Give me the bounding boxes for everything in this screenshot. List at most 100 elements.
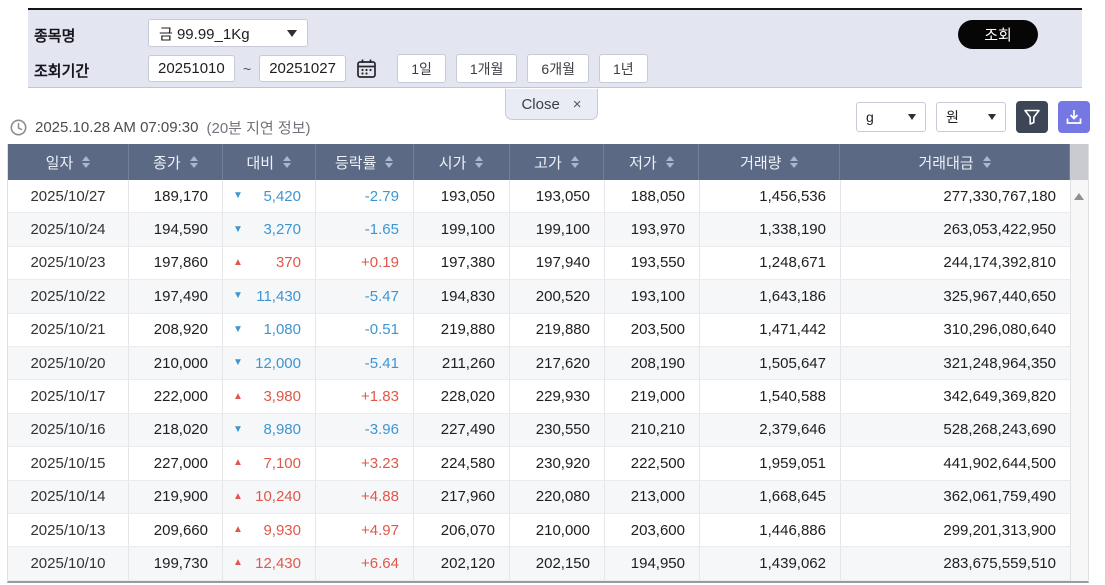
- date-to-input[interactable]: [259, 55, 347, 82]
- delay-note: (20분 지연 정보): [206, 120, 311, 137]
- down-arrow-icon: ▼: [233, 290, 243, 302]
- calendar-button[interactable]: [356, 58, 377, 79]
- cell-low: 222,500: [605, 447, 700, 480]
- currency-unit-value: 원: [946, 109, 959, 125]
- header-volume[interactable]: 거래량: [699, 144, 841, 180]
- table-row[interactable]: 2025/10/21 208,920 ▼ 1,080 -0.51 219,880 219,8…: [8, 313, 1088, 347]
- table-row[interactable]: 2025/10/27 189,170 ▼ 5,420 -2.79 193,050 193,0…: [8, 180, 1088, 214]
- cell-volume: 1,439,062: [700, 547, 841, 580]
- table-row[interactable]: 2025/10/23 197,860 ▲ 370 +0.19 197,380 197,940…: [8, 246, 1088, 281]
- sort-icon[interactable]: [385, 156, 394, 168]
- range-button-1year[interactable]: 1년: [598, 54, 648, 83]
- search-button[interactable]: 조회: [958, 20, 1038, 49]
- cell-low: 193,100: [605, 280, 700, 313]
- cell-close: 199,730: [129, 547, 223, 580]
- table-row[interactable]: 2025/10/14 219,900 ▲ 10,240 +4.88 217,960 220,…: [8, 480, 1088, 514]
- header-close[interactable]: 종가: [129, 144, 223, 180]
- chevron-down-icon: [988, 114, 996, 125]
- cell-value: 325,967,440,650: [841, 280, 1071, 313]
- vertical-scrollbar[interactable]: [1070, 180, 1088, 581]
- close-tab[interactable]: Close ×: [505, 89, 598, 120]
- up-arrow-icon: ▲: [233, 457, 243, 469]
- cell-rate: +3.23: [316, 447, 414, 480]
- cell-date: 2025/10/13: [8, 513, 129, 547]
- table-row[interactable]: 2025/10/17 222,000 ▲ 3,980 +1.83 228,020 229,9…: [8, 380, 1088, 414]
- scroll-up-icon[interactable]: [1074, 193, 1084, 200]
- cell-date: 2025/10/21: [8, 313, 129, 346]
- cell-value: 310,296,080,640: [841, 313, 1071, 346]
- download-button[interactable]: [1058, 101, 1090, 133]
- sort-icon[interactable]: [982, 156, 991, 168]
- cell-date: 2025/10/24: [8, 213, 129, 246]
- cell-value: 283,675,559,510: [841, 547, 1071, 580]
- sort-icon[interactable]: [475, 156, 484, 168]
- change-value: 8,980: [263, 421, 301, 439]
- header-open[interactable]: 시가: [414, 144, 510, 180]
- cell-high: 220,080: [510, 480, 605, 513]
- range-button-group: 1일 1개월 6개월 1년: [397, 54, 648, 83]
- sort-icon[interactable]: [283, 156, 292, 168]
- table-row[interactable]: 2025/10/10 199,730 ▲ 12,430 +6.64 202,120 202,…: [8, 547, 1088, 581]
- cell-rate: +1.83: [316, 380, 414, 413]
- header-value[interactable]: 거래대금: [840, 144, 1070, 180]
- cell-close: 197,490: [129, 280, 223, 313]
- chevron-down-icon: [908, 114, 916, 125]
- range-button-6month[interactable]: 6개월: [527, 54, 589, 83]
- cell-change: ▲ 9,930: [223, 513, 316, 547]
- unit-controls: g 원: [856, 101, 1090, 133]
- sort-icon[interactable]: [790, 156, 799, 168]
- table-row[interactable]: 2025/10/16 218,020 ▼ 8,980 -3.96 227,490 230,5…: [8, 413, 1088, 448]
- date-from-input[interactable]: [148, 55, 235, 82]
- cell-high: 210,000: [510, 513, 605, 547]
- cell-close: 219,900: [129, 480, 223, 513]
- down-arrow-icon: ▼: [233, 357, 243, 369]
- sort-icon[interactable]: [189, 156, 198, 168]
- cell-open: 211,260: [414, 346, 510, 380]
- table-row[interactable]: 2025/10/22 197,490 ▼ 11,430 -5.47 194,830 200,…: [8, 280, 1088, 314]
- cell-change: ▼ 12,000: [223, 346, 316, 380]
- sort-icon[interactable]: [82, 156, 91, 168]
- sort-icon[interactable]: [570, 156, 579, 168]
- close-icon[interactable]: ×: [572, 95, 582, 113]
- cell-value: 342,649,369,820: [841, 380, 1071, 413]
- item-select[interactable]: 금 99.99_1Kg: [148, 19, 308, 47]
- table-row[interactable]: 2025/10/15 227,000 ▲ 7,100 +3.23 224,580 230,9…: [8, 447, 1088, 481]
- cell-volume: 1,471,442: [700, 313, 841, 346]
- cell-open: 224,580: [414, 447, 510, 480]
- filter-button[interactable]: [1016, 101, 1048, 133]
- cell-low: 188,050: [605, 180, 700, 213]
- header-low[interactable]: 저가: [604, 144, 700, 180]
- cell-close: 227,000: [129, 447, 223, 480]
- currency-unit-select[interactable]: 원: [936, 102, 1006, 132]
- range-button-1day[interactable]: 1일: [397, 54, 446, 83]
- cell-high: 202,150: [510, 547, 605, 580]
- up-arrow-icon: ▲: [233, 390, 243, 402]
- cell-open: 227,490: [414, 413, 510, 447]
- weight-unit-select[interactable]: g: [856, 102, 926, 132]
- header-date[interactable]: 일자: [8, 144, 129, 180]
- table-row[interactable]: 2025/10/20 210,000 ▼ 12,000 -5.41 211,260 217,…: [8, 346, 1088, 381]
- cell-change: ▼ 1,080: [223, 313, 316, 346]
- header-rate[interactable]: 등락률: [316, 144, 414, 180]
- cell-low: 193,970: [605, 213, 700, 246]
- cell-date: 2025/10/23: [8, 246, 129, 280]
- cell-close: 194,590: [129, 213, 223, 246]
- table-row[interactable]: 2025/10/24 194,590 ▼ 3,270 -1.65 199,100 199,1…: [8, 213, 1088, 247]
- cell-open: 199,100: [414, 213, 510, 246]
- sort-icon[interactable]: [665, 156, 674, 168]
- cell-date: 2025/10/17: [8, 380, 129, 413]
- cell-rate: -5.41: [316, 346, 414, 380]
- cell-value: 263,053,422,950: [841, 213, 1071, 246]
- cell-change: ▲ 370: [223, 246, 316, 280]
- change-value: 1,080: [263, 321, 301, 339]
- header-change[interactable]: 대비: [223, 144, 316, 180]
- cell-rate: +0.19: [316, 246, 414, 280]
- weight-unit-value: g: [866, 109, 874, 125]
- up-arrow-icon: ▲: [233, 256, 243, 268]
- cell-value: 321,248,964,350: [841, 346, 1071, 380]
- cell-date: 2025/10/27: [8, 180, 129, 213]
- table-row[interactable]: 2025/10/13 209,660 ▲ 9,930 +4.97 206,070 210,0…: [8, 513, 1088, 548]
- range-button-1month[interactable]: 1개월: [455, 54, 518, 83]
- header-high[interactable]: 고가: [510, 144, 605, 180]
- cell-low: 213,000: [605, 480, 700, 513]
